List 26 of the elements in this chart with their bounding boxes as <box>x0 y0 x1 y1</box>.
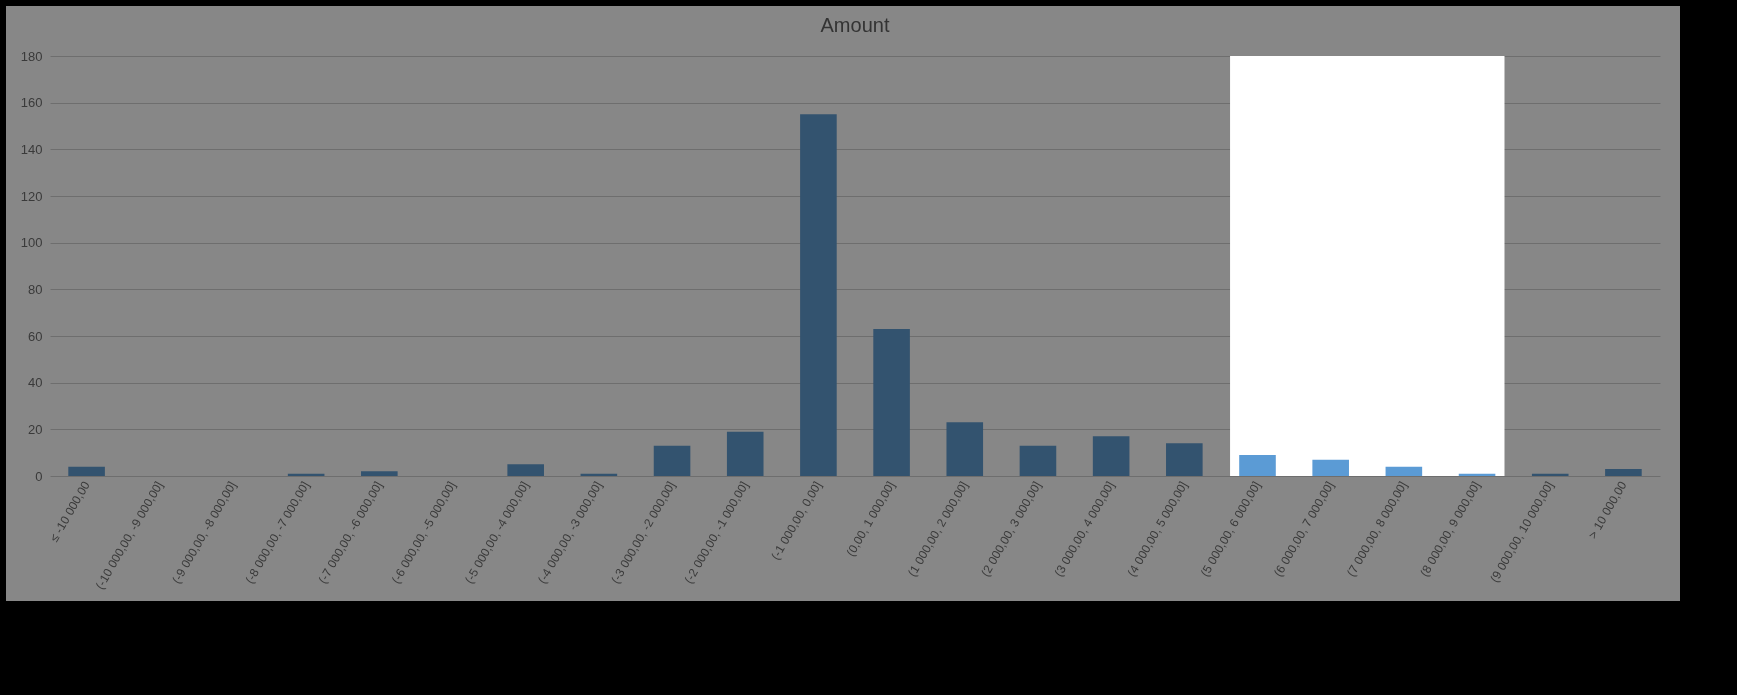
bar <box>726 431 764 476</box>
y-tick-label: 0 <box>35 468 43 484</box>
y-tick-label: 160 <box>20 95 43 111</box>
y-tick-label: 60 <box>28 328 43 344</box>
y-tick-label: 40 <box>28 375 43 391</box>
y-tick-label: 100 <box>20 235 43 251</box>
bar <box>1019 445 1057 476</box>
y-tick-label: 120 <box>20 188 43 204</box>
bar <box>800 114 837 476</box>
bar <box>68 466 105 476</box>
bar <box>946 422 984 476</box>
y-tick-label: 180 <box>20 48 43 64</box>
bar <box>1239 455 1276 476</box>
y-tick-label: 140 <box>20 141 43 157</box>
chart-title: Amount <box>820 14 890 36</box>
bar <box>1385 466 1423 476</box>
bar <box>507 464 544 476</box>
bar <box>653 445 691 476</box>
y-tick-label: 80 <box>28 281 43 297</box>
bar <box>1092 436 1130 476</box>
bar <box>1605 469 1642 476</box>
bar <box>361 471 398 476</box>
bar <box>1166 443 1203 476</box>
y-tick-label: 20 <box>28 421 43 437</box>
bar <box>873 329 910 476</box>
bar <box>1312 459 1349 476</box>
